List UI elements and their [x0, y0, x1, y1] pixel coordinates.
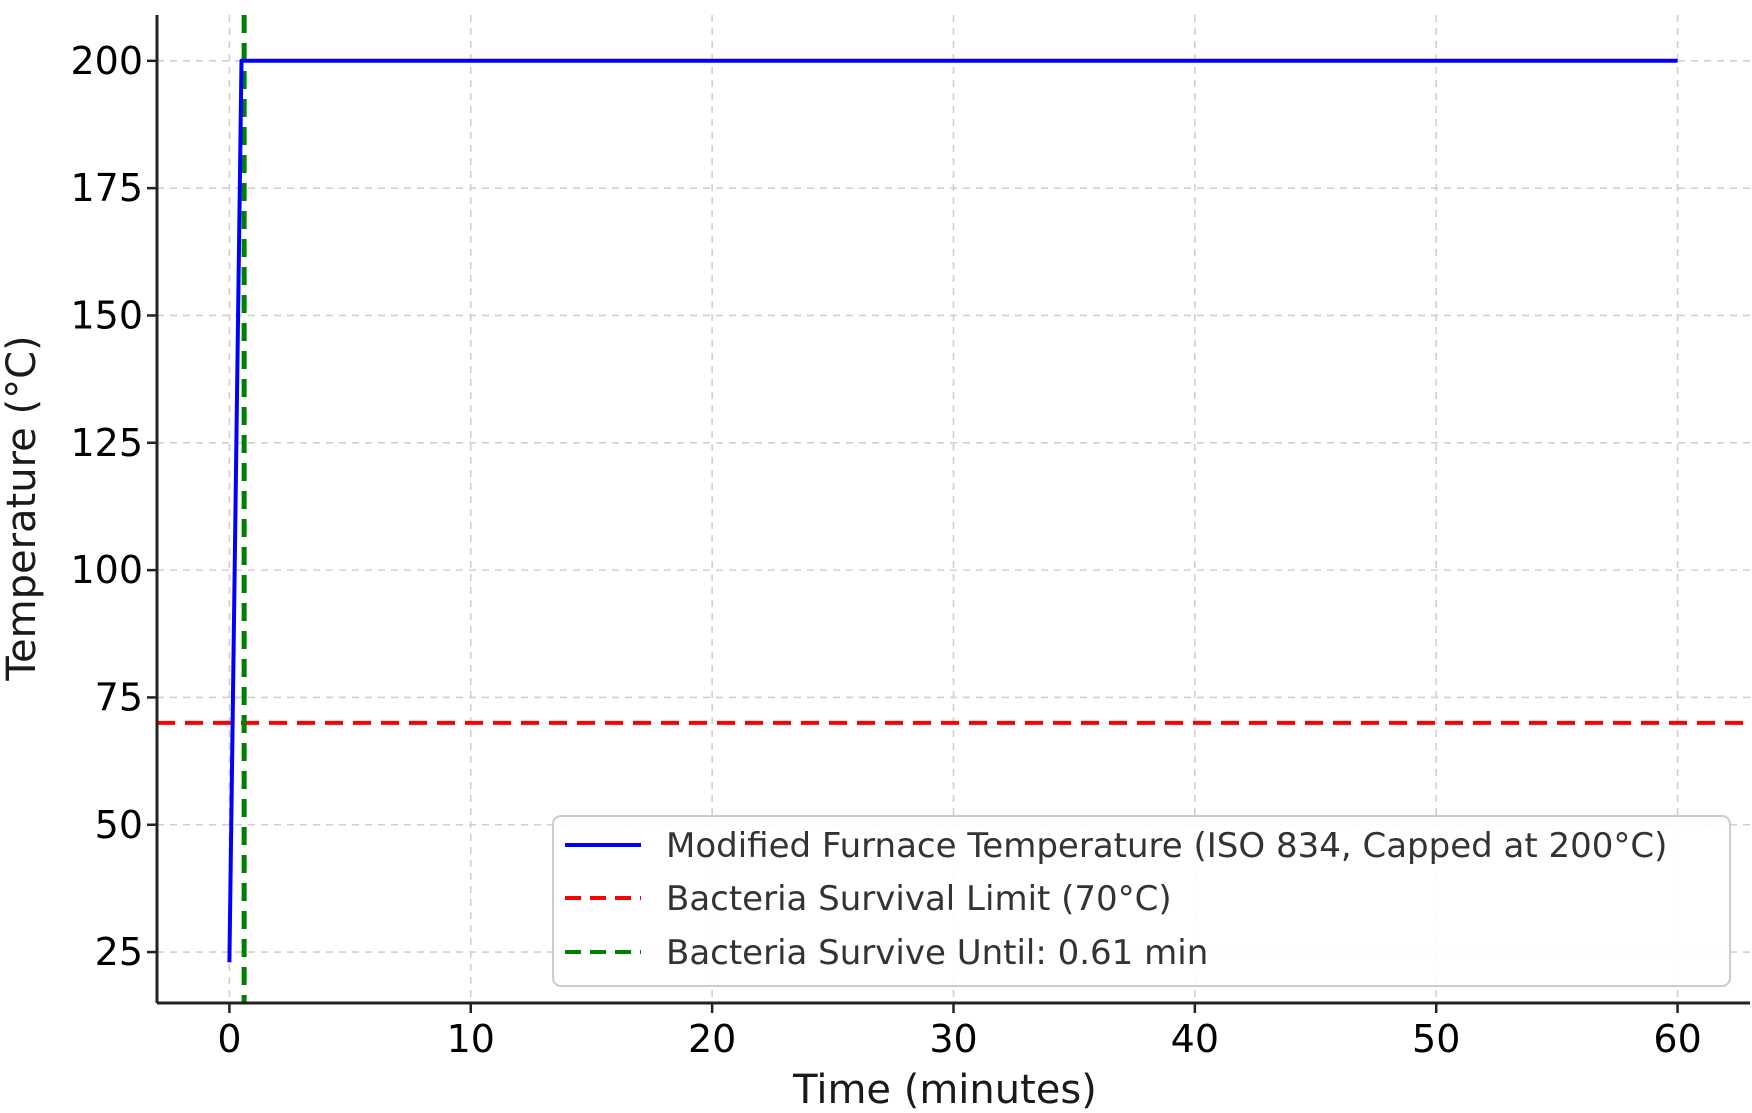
legend-label-survive-until: Bacteria Survive Until: 0.61 min [666, 933, 1208, 973]
x-tick-label: 0 [217, 1017, 241, 1061]
series-lines [227, 58, 1678, 963]
x-tick-label: 40 [1171, 1017, 1219, 1061]
y-tick-label: 125 [70, 421, 143, 465]
y-tick-label: 175 [70, 166, 143, 210]
x-axis-label: Time (minutes) [792, 1067, 1097, 1113]
y-axis-label: Temperature (°C) [0, 335, 45, 681]
furnace-temperature-line [227, 58, 1678, 963]
legend: Modified Furnace Temperature (ISO 834, C… [552, 815, 1731, 987]
y-tick-label: 75 [95, 675, 143, 719]
x-tick-label: 10 [447, 1017, 495, 1061]
x-tick-label: 30 [929, 1017, 977, 1061]
legend-label-survival-limit: Bacteria Survival Limit (70°C) [666, 879, 1172, 919]
reference-lines [157, 15, 1750, 1003]
x-tick-label: 60 [1653, 1017, 1701, 1061]
legend-label-furnace: Modified Furnace Temperature (ISO 834, C… [666, 826, 1667, 866]
y-tick-label: 100 [70, 548, 143, 592]
x-tick-label: 50 [1412, 1017, 1460, 1061]
y-tick-label: 25 [95, 930, 143, 974]
x-tick-label: 20 [688, 1017, 736, 1061]
y-tick-label: 150 [70, 293, 143, 337]
y-tick-label: 50 [95, 803, 143, 847]
tick-labels: 0 10 20 30 40 50 60 25 50 75 100 125 150 175 200 [70, 39, 1701, 1061]
legend-box [552, 815, 1731, 987]
y-tick-label: 200 [70, 39, 143, 83]
